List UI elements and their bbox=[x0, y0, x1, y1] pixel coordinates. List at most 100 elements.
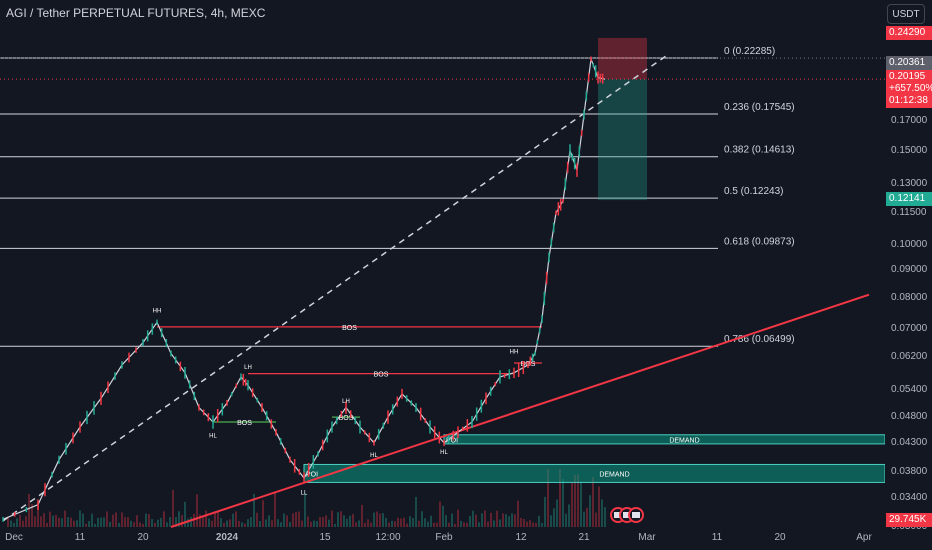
fib-level-label: 0 (0.22285) bbox=[724, 46, 775, 57]
volume-bar bbox=[154, 522, 156, 527]
volume-bar bbox=[448, 522, 450, 527]
time-axis-label: 21 bbox=[578, 532, 590, 543]
volume-bar bbox=[403, 517, 405, 527]
volume-bar bbox=[580, 481, 582, 527]
volume-bar bbox=[523, 518, 525, 527]
volume-bar bbox=[214, 511, 216, 527]
volume-bar bbox=[106, 511, 108, 527]
volume-bar bbox=[97, 517, 99, 527]
time-axis-label: 12 bbox=[515, 532, 527, 543]
time-axis-label: 11 bbox=[711, 532, 723, 543]
volume-bar bbox=[46, 522, 48, 527]
volume-bar bbox=[565, 513, 567, 527]
volume-bar bbox=[328, 519, 330, 527]
structure-labels: HH HL LH LL LH HL HL HH bbox=[153, 309, 519, 497]
volume-bar bbox=[172, 489, 174, 527]
volume-bar bbox=[502, 513, 504, 527]
volume-bar bbox=[151, 518, 153, 527]
flag-stripes-icon bbox=[632, 512, 640, 518]
volume-bar bbox=[466, 522, 468, 527]
volume-bar bbox=[181, 515, 183, 527]
volume-bar bbox=[79, 510, 81, 527]
fib-level-label: 0.618 (0.09873) bbox=[724, 236, 795, 247]
demand-zone-label: DEMAND bbox=[669, 437, 699, 444]
volume-bar bbox=[250, 517, 252, 527]
price-axis-label: 0.04800 bbox=[891, 411, 928, 423]
volume-bar bbox=[241, 522, 243, 527]
volume-bar bbox=[499, 519, 501, 527]
demand-zones: DEMAND POI DEMAND POI bbox=[303, 434, 885, 483]
volume-bar bbox=[142, 523, 144, 527]
volume-bar bbox=[319, 517, 321, 527]
volume-bar bbox=[400, 518, 402, 527]
volume-bar bbox=[427, 521, 429, 527]
volume-bar bbox=[205, 510, 207, 527]
volume-bar bbox=[541, 522, 543, 527]
volume-bar bbox=[307, 516, 309, 527]
volume-bar bbox=[196, 494, 198, 527]
volume-bar bbox=[370, 522, 372, 527]
volume-bar bbox=[520, 517, 522, 527]
volume-bar bbox=[304, 492, 306, 527]
volume-bar bbox=[475, 514, 477, 527]
volume-bar bbox=[457, 509, 459, 527]
volume-bar bbox=[556, 499, 558, 527]
volume-bar bbox=[544, 496, 546, 527]
volume-bar bbox=[514, 514, 516, 527]
volume-bar bbox=[52, 515, 54, 527]
volume-bar bbox=[76, 520, 78, 527]
volume-bar bbox=[322, 517, 324, 527]
volume-bar bbox=[244, 523, 246, 527]
volume-bar bbox=[301, 520, 303, 527]
volume-bar bbox=[124, 517, 126, 527]
event-icons[interactable] bbox=[610, 507, 644, 523]
volume-bar bbox=[109, 521, 111, 527]
price-axis-label: 0.04300 bbox=[891, 436, 928, 448]
volume-bar bbox=[223, 522, 225, 527]
volume-bar bbox=[133, 522, 135, 527]
volume-bar bbox=[112, 514, 114, 527]
volume-bar bbox=[37, 502, 39, 527]
marker-price-tag: 0.20361 bbox=[886, 56, 932, 70]
volume-bar bbox=[199, 514, 201, 527]
currency-button[interactable]: USDT bbox=[887, 4, 925, 24]
price-axis-label: 0.11500 bbox=[891, 206, 927, 218]
volume-bar bbox=[67, 517, 69, 527]
volume-bar bbox=[424, 518, 426, 527]
volume-bar bbox=[364, 522, 366, 527]
volume-bar bbox=[238, 520, 240, 527]
volume-bar bbox=[583, 511, 585, 527]
flag-stripes-icon bbox=[614, 512, 622, 518]
volume-bar bbox=[127, 517, 129, 527]
volume-bar bbox=[598, 486, 600, 527]
volume-bar bbox=[406, 523, 408, 527]
time-axis-label: Feb bbox=[435, 532, 453, 543]
volume-bar bbox=[103, 517, 105, 527]
volume-bar bbox=[178, 511, 180, 527]
volume-bar bbox=[121, 512, 123, 527]
volume-bar bbox=[253, 493, 255, 527]
volume-bar bbox=[337, 512, 339, 527]
bos-label: BOS bbox=[374, 372, 389, 379]
demand-zone bbox=[443, 434, 885, 445]
bos-label: BOS bbox=[339, 415, 354, 422]
volume-bar bbox=[595, 512, 597, 527]
bos-label: BOS bbox=[237, 420, 252, 427]
volume-bar bbox=[163, 511, 165, 527]
volume-bar bbox=[490, 512, 492, 527]
volume-bar bbox=[313, 520, 315, 527]
price-axis-label: 0.10000 bbox=[891, 239, 928, 251]
volume-bar bbox=[316, 520, 318, 527]
price-chart[interactable]: 0 (0.22285) 0.236 (0.17545) 0.382 (0.14613… bbox=[0, 0, 885, 550]
time-axis-label: Dec bbox=[5, 532, 23, 543]
volume-bar bbox=[409, 516, 411, 527]
volume-bar bbox=[310, 521, 312, 527]
volume-bar bbox=[88, 520, 90, 527]
volume-bar bbox=[169, 517, 171, 527]
structure-label: HL bbox=[440, 450, 448, 456]
volume-bar bbox=[559, 469, 561, 527]
volume-bar bbox=[496, 510, 498, 527]
volume-bar bbox=[73, 520, 75, 527]
price-axis-label: 0.03800 bbox=[891, 465, 928, 477]
volume-bar bbox=[550, 515, 552, 527]
